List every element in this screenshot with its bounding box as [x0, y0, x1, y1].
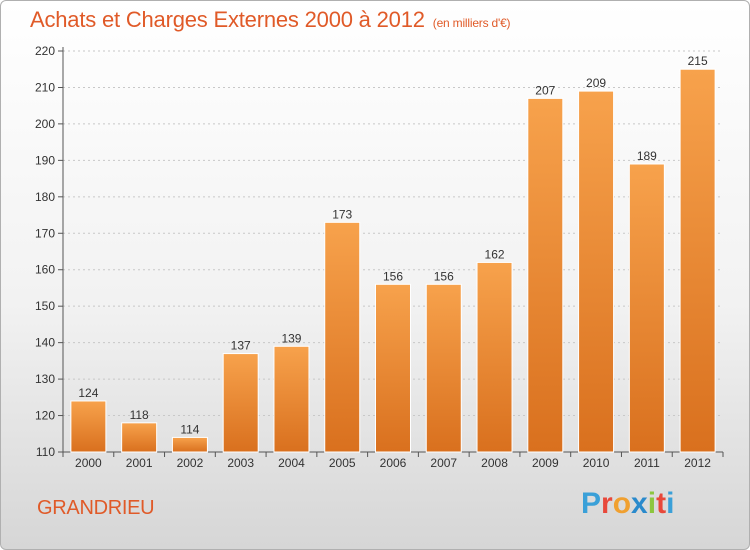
- bar: [70, 400, 107, 453]
- x-tick-label: 2008: [481, 456, 508, 470]
- x-tick-label: 2007: [430, 456, 457, 470]
- bar: [578, 90, 615, 453]
- x-tick-label: 2012: [684, 456, 711, 470]
- y-tick-label: 110: [36, 445, 55, 459]
- y-tick-label: 120: [35, 409, 55, 423]
- x-tick-label: 2004: [278, 456, 305, 470]
- logo-letter: P: [581, 487, 602, 520]
- logo-letter: i: [666, 487, 675, 520]
- x-tick-label: 2011: [634, 456, 660, 470]
- bar: [375, 283, 411, 453]
- data-label: 162: [485, 247, 505, 261]
- bar: [425, 283, 462, 453]
- x-tick-label: 2002: [177, 456, 204, 470]
- bar: [273, 345, 310, 453]
- y-tick-label: 180: [35, 190, 55, 204]
- logo-letter: r: [601, 487, 613, 520]
- bar: [679, 68, 716, 453]
- data-label: 156: [434, 269, 454, 283]
- x-tick-label: 2000: [75, 456, 102, 470]
- logo-letter: o: [612, 487, 632, 520]
- data-label: 114: [180, 422, 199, 436]
- bar: [476, 261, 513, 453]
- x-tick-label: 2003: [227, 456, 254, 470]
- y-tick-label: 170: [35, 226, 55, 240]
- x-tick-label: 2009: [532, 456, 559, 470]
- bar: [171, 436, 208, 453]
- y-tick-label: 220: [35, 44, 55, 58]
- y-tick-label: 200: [35, 117, 55, 131]
- data-label: 189: [637, 149, 657, 163]
- y-tick-label: 140: [35, 336, 55, 350]
- chart-title-text: Achats et Charges Externes 2000 à 2012: [30, 7, 425, 32]
- data-label: 209: [586, 76, 606, 90]
- bar: [324, 221, 361, 453]
- x-tick-label: 2005: [329, 456, 356, 470]
- proxiti-logo: Proxiti: [581, 487, 674, 521]
- y-tick-label: 160: [35, 263, 55, 277]
- bar: [527, 97, 564, 453]
- logo-letter: i: [647, 487, 657, 520]
- data-label: 124: [78, 386, 98, 400]
- data-label: 207: [535, 83, 555, 97]
- x-tick-label: 2006: [380, 456, 407, 470]
- data-label: 118: [130, 408, 149, 422]
- data-label: 156: [383, 269, 403, 283]
- y-tick-label: 190: [35, 153, 55, 167]
- x-tick-label: 2010: [583, 456, 610, 470]
- logo-letter: t: [656, 487, 667, 520]
- y-tick-label: 210: [35, 80, 55, 94]
- x-tick-label: 2001: [126, 456, 153, 470]
- chart-title: Achats et Charges Externes 2000 à 2012 (e…: [30, 7, 511, 33]
- place-name: GRANDRIEU: [37, 497, 155, 519]
- bar: [121, 422, 158, 453]
- y-tick-label: 130: [35, 372, 55, 386]
- chart-subtitle: (en milliers d'€): [432, 16, 511, 30]
- y-tick-label: 150: [35, 299, 55, 313]
- data-label: 173: [332, 207, 352, 221]
- bar: [222, 353, 259, 453]
- data-label: 137: [231, 339, 251, 353]
- data-label: 139: [281, 331, 301, 345]
- bars: [70, 68, 716, 453]
- logo-letter: x: [631, 487, 648, 520]
- data-label: 215: [688, 54, 708, 68]
- labels: 124 118 114 137 139 173 156 156 162 207 209 189 215: [78, 54, 708, 436]
- bar: [628, 163, 665, 453]
